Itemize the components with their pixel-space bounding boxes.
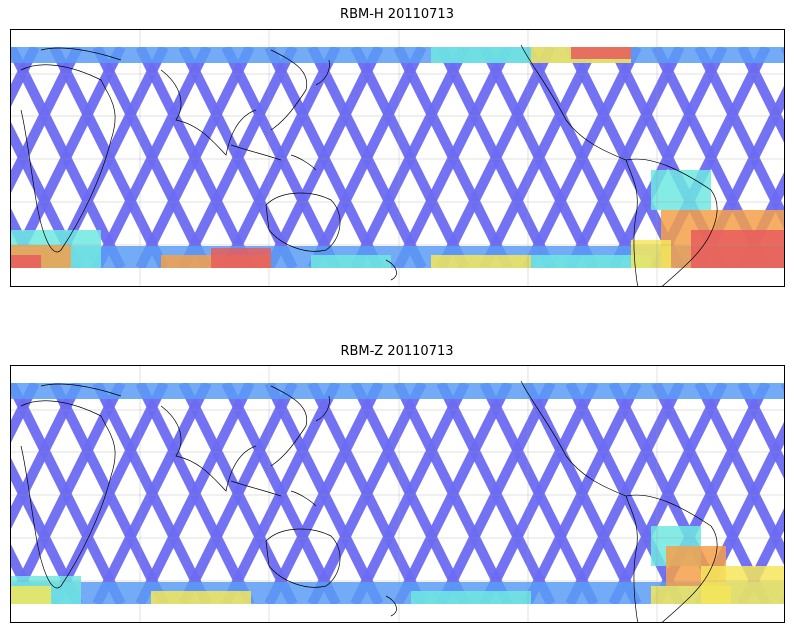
value-patch <box>631 240 671 268</box>
swath-descending <box>436 383 556 604</box>
coastline-path <box>40 47 122 61</box>
coastline-path <box>520 380 627 497</box>
swath-descending <box>178 47 298 268</box>
value-patch <box>411 591 531 604</box>
value-patch <box>151 591 251 604</box>
swath-descending <box>565 383 685 604</box>
swath-descending <box>11 383 83 529</box>
coastline-path <box>385 595 397 617</box>
swath-descending <box>264 383 384 604</box>
bottom-map-canvas <box>11 366 784 622</box>
swath-descending <box>264 47 384 268</box>
value-patch <box>531 255 651 268</box>
coastline-path <box>230 480 317 507</box>
coastline-path <box>385 259 397 281</box>
swath-descending <box>307 383 427 604</box>
coastline-path <box>625 158 718 286</box>
swath-descending <box>350 47 470 268</box>
value-patch <box>651 586 731 604</box>
north-edge-band <box>11 383 784 399</box>
coastlines <box>20 44 718 286</box>
swath-descending <box>11 383 40 443</box>
top-map-canvas <box>11 30 784 286</box>
swath-ascending <box>737 47 784 143</box>
coastline-path <box>160 69 257 156</box>
coastline-path <box>40 383 122 397</box>
value-patch <box>11 586 51 604</box>
value-patch <box>311 255 391 268</box>
value-patch <box>431 47 531 63</box>
bottom-panel-title: RBM-Z 20110713 <box>340 344 454 359</box>
swath-descending <box>522 383 642 604</box>
satellite-swaths <box>11 47 784 268</box>
swath-descending <box>307 47 427 268</box>
coastline-path <box>160 405 257 492</box>
value-patch <box>211 248 271 268</box>
graticule <box>11 366 784 622</box>
swath-descending <box>479 383 599 604</box>
graticule <box>11 30 784 286</box>
coastline-path <box>520 44 627 161</box>
swath-descending <box>479 47 599 268</box>
coastlines <box>20 380 718 622</box>
value-patch <box>11 255 41 268</box>
value-patch <box>431 255 531 268</box>
swath-descending <box>178 383 298 604</box>
coastline-path <box>265 192 341 252</box>
coastline-path <box>625 494 718 622</box>
swath-descending <box>135 47 255 268</box>
coastline-path <box>230 144 317 171</box>
coastline-path <box>315 395 330 422</box>
swath-descending <box>393 383 513 604</box>
value-patch <box>571 47 631 59</box>
coastline-path <box>315 59 330 86</box>
swath-descending <box>92 383 212 604</box>
swath-descending <box>522 47 642 268</box>
swath-descending <box>11 47 40 107</box>
swath-descending <box>92 47 212 268</box>
swath-ascending <box>737 383 784 479</box>
swath-descending <box>436 47 556 268</box>
swath-descending <box>350 383 470 604</box>
swath-descending <box>11 47 83 193</box>
coastline-path <box>270 49 308 131</box>
value-patch <box>651 170 711 210</box>
bottom-map <box>10 365 785 623</box>
north-edge-band <box>11 47 784 63</box>
swath-descending <box>135 383 255 604</box>
coastline-path <box>265 528 341 588</box>
value-patch <box>691 230 784 268</box>
coastline-path <box>270 385 308 467</box>
swath-ascending <box>11 544 40 604</box>
swath-descending <box>393 47 513 268</box>
coastline-path <box>20 64 116 253</box>
swath-descending <box>49 383 169 604</box>
satellite-swaths <box>11 383 784 604</box>
top-panel-title: RBM-H 20110713 <box>340 7 454 22</box>
coastline-path <box>20 400 116 589</box>
swath-descending <box>565 47 685 268</box>
swath-descending <box>608 47 728 268</box>
swath-descending <box>608 383 728 604</box>
top-map <box>10 29 785 287</box>
